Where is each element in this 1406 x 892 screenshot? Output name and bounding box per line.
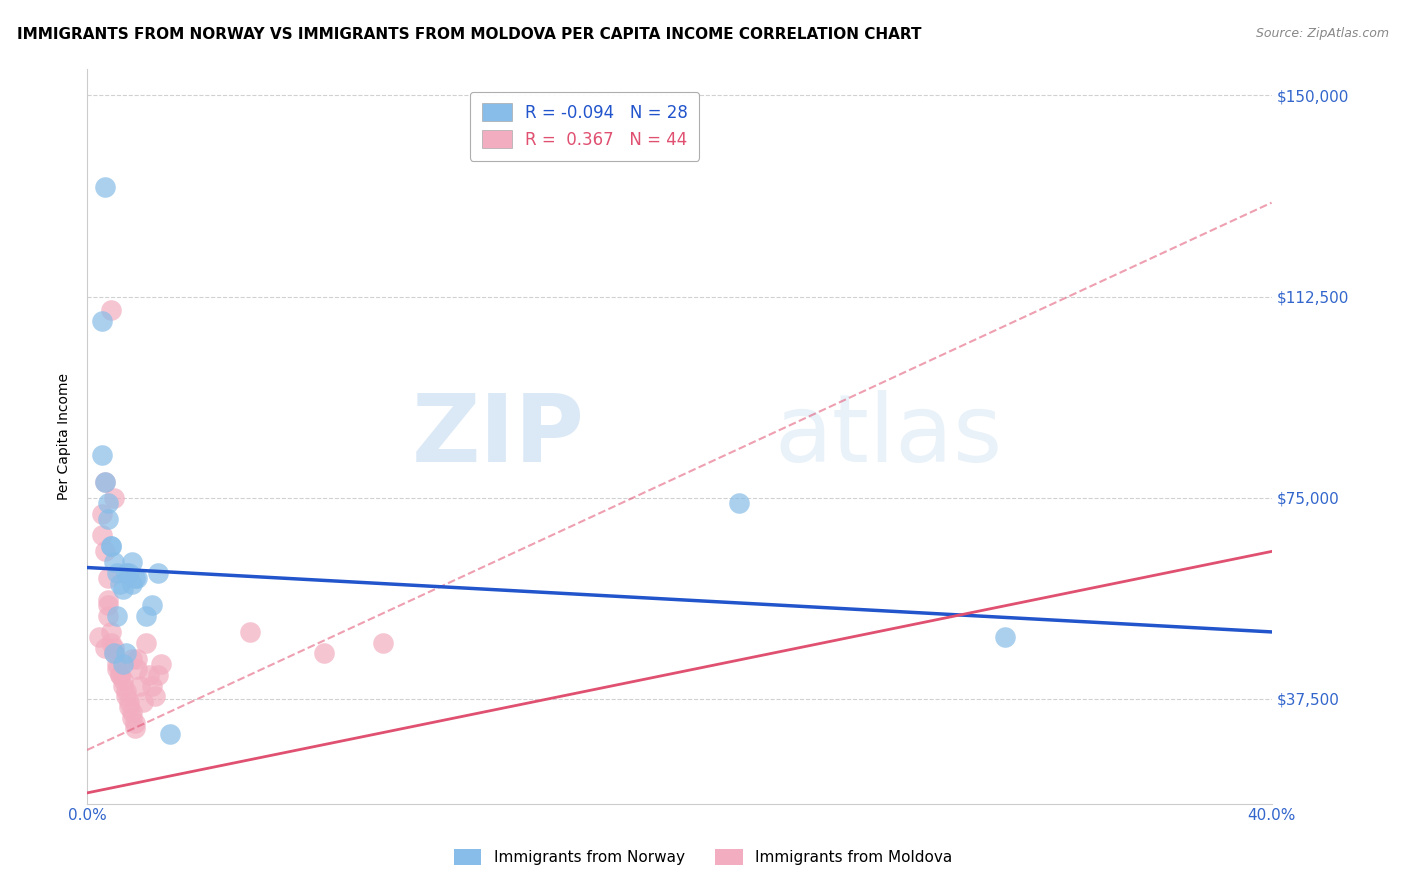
Point (105, 663, 128, 677)
Point (132, 695, 155, 709)
Point (141, 598, 163, 612)
Point (108, 668, 131, 682)
Point (97, 571, 120, 585)
Point (117, 695, 139, 709)
Point (111, 582, 134, 596)
Point (105, 608, 128, 623)
Point (129, 679, 152, 693)
Point (135, 608, 157, 623)
Point (91, 314, 114, 328)
Text: atlas: atlas (775, 390, 1002, 482)
Point (91, 507, 114, 521)
Point (94, 179, 117, 194)
Point (111, 673, 134, 688)
Legend: Immigrants from Norway, Immigrants from Moldova: Immigrants from Norway, Immigrants from … (447, 843, 959, 871)
Point (111, 679, 134, 693)
Point (94, 544, 117, 558)
Point (100, 624, 122, 639)
Point (138, 668, 160, 682)
Point (100, 539, 122, 553)
Point (97, 496, 120, 510)
Point (87, 630, 110, 644)
Point (117, 700, 139, 714)
Point (97, 592, 120, 607)
Point (127, 571, 149, 585)
Text: IMMIGRANTS FROM NORWAY VS IMMIGRANTS FROM MOLDOVA PER CAPITA INCOME CORRELATION : IMMIGRANTS FROM NORWAY VS IMMIGRANTS FRO… (17, 27, 921, 42)
Text: Source: ZipAtlas.com: Source: ZipAtlas.com (1256, 27, 1389, 40)
Point (100, 539, 122, 553)
Point (97, 608, 120, 623)
Y-axis label: Per Capita Income: Per Capita Income (58, 373, 72, 500)
Point (94, 640, 117, 655)
Point (121, 652, 143, 666)
Point (108, 668, 131, 682)
Point (148, 668, 170, 682)
Point (135, 635, 157, 649)
Point (150, 657, 173, 672)
Point (100, 635, 122, 649)
Point (117, 566, 139, 580)
Point (127, 663, 149, 677)
Point (94, 475, 117, 489)
Point (103, 640, 125, 655)
Point (97, 598, 120, 612)
Point (114, 646, 136, 660)
Legend: R = -0.094   N = 28, R =  0.367   N = 44: R = -0.094 N = 28, R = 0.367 N = 44 (470, 92, 699, 161)
Point (121, 555, 143, 569)
Point (127, 652, 149, 666)
Point (100, 303, 122, 318)
Point (143, 690, 166, 704)
Point (141, 679, 163, 693)
Point (105, 657, 128, 672)
Point (103, 491, 125, 505)
Point (97, 512, 120, 526)
Point (114, 684, 136, 698)
Point (111, 657, 134, 672)
Point (994, 630, 1017, 644)
Point (114, 690, 136, 704)
Point (103, 646, 125, 660)
Point (103, 555, 125, 569)
Point (124, 571, 146, 585)
Text: ZIP: ZIP (412, 390, 585, 482)
Point (121, 706, 143, 720)
Point (124, 716, 146, 731)
Point (105, 566, 128, 580)
Point (373, 635, 395, 649)
Point (91, 448, 114, 462)
Point (124, 722, 146, 736)
Point (103, 646, 125, 660)
Point (312, 646, 335, 660)
Point (121, 576, 143, 591)
Point (108, 576, 131, 591)
Point (239, 624, 262, 639)
Point (114, 566, 136, 580)
Point (94, 475, 117, 489)
Point (727, 496, 749, 510)
Point (121, 711, 143, 725)
Point (159, 727, 181, 741)
Point (91, 528, 114, 542)
Point (148, 566, 170, 580)
